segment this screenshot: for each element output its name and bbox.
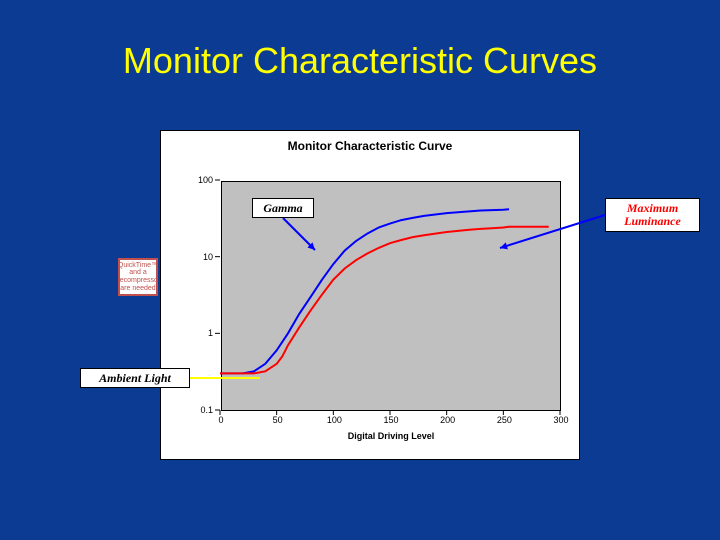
quicktime-placeholder-text: QuickTime™ and a decompressor are needed <box>118 262 158 293</box>
slide-title: Monitor Characteristic Curves <box>0 40 720 82</box>
y-tick-label: 10 <box>161 252 213 262</box>
x-tick-label: 50 <box>273 415 283 425</box>
chart-frame: Monitor Characteristic Curve Digital Dri… <box>160 130 580 460</box>
x-tick-label: 0 <box>218 415 223 425</box>
annotation-maximum-luminance-label: Maximum Luminance <box>610 202 695 228</box>
y-tick-label: 0.1 <box>161 405 213 415</box>
x-tick-label: 200 <box>440 415 455 425</box>
x-tick-label: 250 <box>497 415 512 425</box>
x-tick-label: 100 <box>327 415 342 425</box>
chart-title: Monitor Characteristic Curve <box>161 139 579 153</box>
y-tick-label: 100 <box>161 175 213 185</box>
annotation-maximum-luminance: Maximum Luminance <box>605 198 700 232</box>
x-axis-label: Digital Driving Level <box>221 431 561 441</box>
annotation-ambient-light: Ambient Light <box>80 368 190 388</box>
quicktime-placeholder: QuickTime™ and a decompressor are needed <box>118 258 158 296</box>
annotation-gamma: Gamma <box>252 198 314 218</box>
annotation-gamma-label: Gamma <box>263 201 302 216</box>
x-tick-label: 150 <box>383 415 398 425</box>
annotation-ambient-light-label: Ambient Light <box>99 371 171 386</box>
y-tick-label: 1 <box>161 328 213 338</box>
x-tick-label: 300 <box>553 415 568 425</box>
slide: Monitor Characteristic Curves Monitor Ch… <box>0 0 720 540</box>
